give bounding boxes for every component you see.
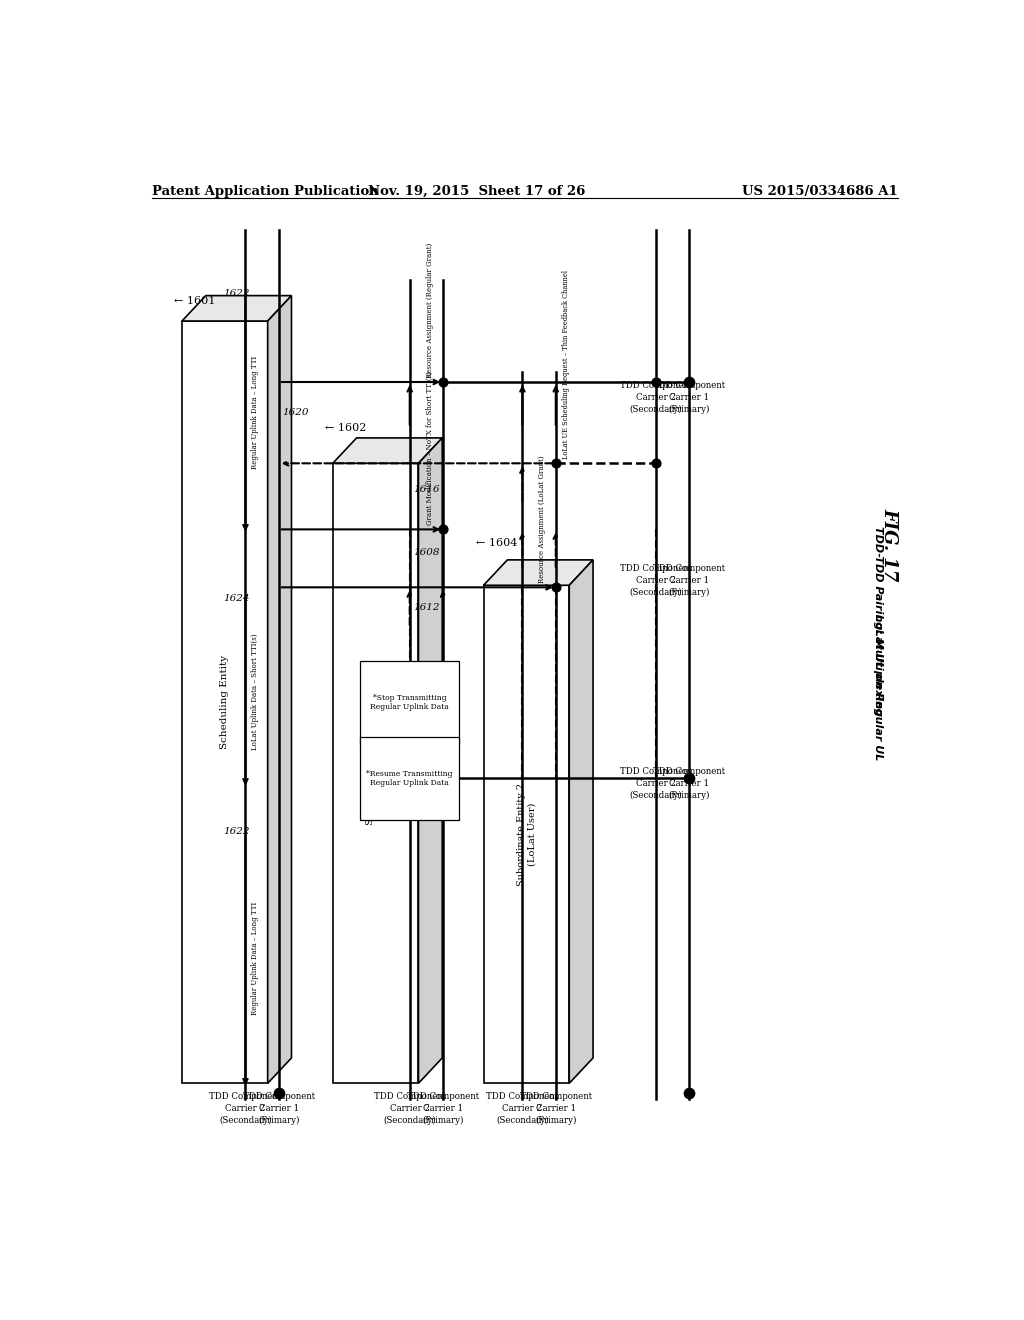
Polygon shape	[419, 438, 442, 1084]
Text: 1608: 1608	[414, 548, 440, 557]
Text: *Stop Transmitting
Regular Uplink Data: *Stop Transmitting Regular Uplink Data	[371, 693, 450, 710]
Point	[548, 577, 564, 598]
Point	[435, 519, 452, 540]
Text: Regular Uplink Data – Long TTI: Regular Uplink Data – Long TTI	[251, 902, 259, 1015]
Text: 1616: 1616	[414, 484, 440, 494]
Text: TDD Component: TDD Component	[620, 564, 692, 573]
Text: Carrier 2: Carrier 2	[636, 576, 676, 585]
Point	[435, 371, 452, 392]
Text: Patent Application Publication: Patent Application Publication	[152, 185, 379, 198]
Text: (Primary): (Primary)	[422, 1117, 464, 1126]
Text: Nov. 19, 2015  Sheet 17 of 26: Nov. 19, 2015 Sheet 17 of 26	[369, 185, 586, 198]
Text: 1624: 1624	[223, 594, 250, 602]
Text: Carrier 1: Carrier 1	[669, 576, 710, 585]
Text: Carrier 1: Carrier 1	[536, 1105, 575, 1113]
Text: TDD Component: TDD Component	[407, 1092, 479, 1101]
Point	[681, 1082, 697, 1104]
Point	[270, 1082, 287, 1104]
Text: TDD Component: TDD Component	[209, 1092, 282, 1101]
Text: (Secondary): (Secondary)	[630, 791, 682, 800]
Text: (Secondary): (Secondary)	[630, 587, 682, 597]
Text: LoLat Uplink Data – Short TTI(s): LoLat Uplink Data – Short TTI(s)	[251, 634, 259, 750]
Text: FIG. 17: FIG. 17	[881, 508, 899, 581]
Text: Carrier 1: Carrier 1	[669, 779, 710, 788]
Text: Subordinate Entity 1
(Regular User): Subordinate Entity 1 (Regular User)	[366, 722, 385, 825]
Text: TDD Component: TDD Component	[243, 1092, 314, 1101]
Text: Regular Uplink Data – Long TTI: Regular Uplink Data – Long TTI	[251, 356, 259, 469]
Text: (Secondary): (Secondary)	[383, 1117, 436, 1126]
FancyBboxPatch shape	[360, 660, 460, 744]
Text: Carrier 2: Carrier 2	[636, 393, 676, 401]
Text: Grant Modification – NoTX for Short TTI(s): Grant Modification – NoTX for Short TTI(…	[426, 371, 433, 525]
Polygon shape	[182, 321, 267, 1084]
Text: Carrier 1: Carrier 1	[423, 1105, 463, 1113]
Text: TDD Component: TDD Component	[520, 1092, 592, 1101]
Polygon shape	[182, 296, 292, 321]
Text: 1622: 1622	[223, 289, 250, 297]
Point	[548, 453, 564, 474]
Polygon shape	[483, 585, 569, 1084]
Text: TDD Component: TDD Component	[486, 1092, 558, 1101]
Polygon shape	[333, 438, 442, 463]
Polygon shape	[483, 560, 593, 585]
Text: LoLat UL on Regular UL: LoLat UL on Regular UL	[872, 614, 883, 760]
Point	[647, 453, 664, 474]
Text: Scheduling Entity: Scheduling Entity	[220, 655, 229, 750]
Text: 1620: 1620	[283, 408, 309, 417]
Point	[647, 371, 664, 392]
Text: ← 1601: ← 1601	[174, 296, 215, 306]
Text: Carrier 1: Carrier 1	[259, 1105, 299, 1113]
Text: *Resume Transmitting
Regular Uplink Data: *Resume Transmitting Regular Uplink Data	[367, 770, 453, 787]
Text: TDD Component: TDD Component	[620, 380, 692, 389]
Text: 1622: 1622	[223, 828, 250, 837]
Text: Carrier 2: Carrier 2	[390, 1105, 430, 1113]
Text: ← 1604: ← 1604	[475, 537, 517, 548]
Text: US 2015/0334686 A1: US 2015/0334686 A1	[742, 185, 898, 198]
Polygon shape	[569, 560, 593, 1084]
Point	[681, 371, 697, 392]
Text: TDD Component: TDD Component	[653, 564, 725, 573]
Text: TDD Component: TDD Component	[653, 767, 725, 776]
Text: Resource Assignment (LoLat Grant): Resource Assignment (LoLat Grant)	[539, 455, 546, 583]
Text: Carrier 2: Carrier 2	[225, 1105, 265, 1113]
Text: Carrier 1: Carrier 1	[669, 393, 710, 401]
Point	[681, 768, 697, 789]
Text: Resource Assignment (Regular Grant): Resource Assignment (Regular Grant)	[426, 243, 433, 378]
Text: LoLat UE Scheduling Request – Thin Feedback Channel: LoLat UE Scheduling Request – Thin Feedb…	[562, 271, 570, 459]
Text: Carrier 2: Carrier 2	[503, 1105, 543, 1113]
Text: (Primary): (Primary)	[669, 587, 710, 597]
FancyBboxPatch shape	[360, 737, 460, 820]
Text: TDD Component: TDD Component	[620, 767, 692, 776]
Text: 1612: 1612	[414, 603, 440, 611]
Text: (Primary): (Primary)	[258, 1117, 300, 1126]
Text: Subordinate Entity 2
(LoLat User): Subordinate Entity 2 (LoLat User)	[517, 783, 537, 886]
Text: (Secondary): (Secondary)	[496, 1117, 549, 1126]
Text: Carrier 2: Carrier 2	[636, 779, 676, 788]
Polygon shape	[267, 296, 292, 1084]
Text: (Primary): (Primary)	[669, 405, 710, 414]
Text: (Secondary): (Secondary)	[219, 1117, 271, 1126]
Polygon shape	[333, 463, 419, 1084]
Text: (Primary): (Primary)	[669, 791, 710, 800]
Text: (Primary): (Primary)	[535, 1117, 577, 1126]
Text: (Secondary): (Secondary)	[630, 405, 682, 414]
Text: ← 1602: ← 1602	[325, 422, 367, 433]
Text: TDD Component: TDD Component	[374, 1092, 445, 1101]
Text: TDD-TDD Pairing: Multiplexing: TDD-TDD Pairing: Multiplexing	[872, 525, 883, 715]
Text: TDD Component: TDD Component	[653, 380, 725, 389]
